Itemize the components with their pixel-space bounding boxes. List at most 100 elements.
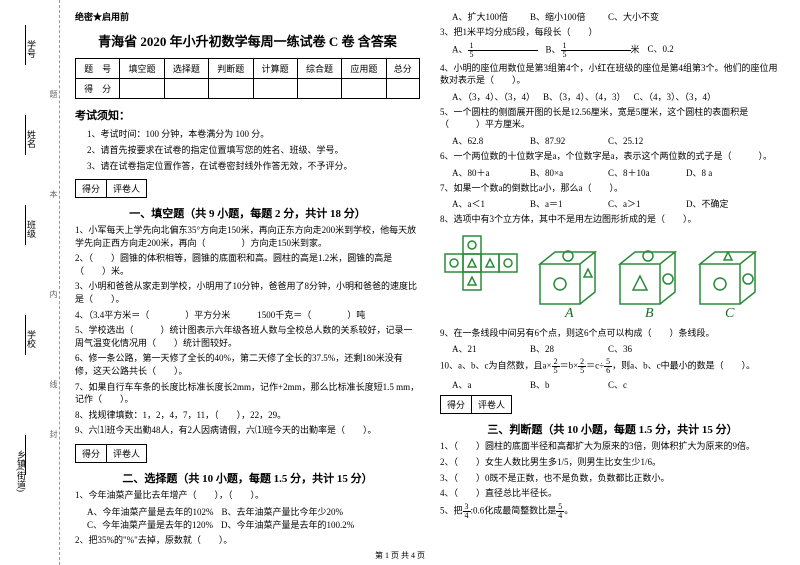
sb-a: 得分	[76, 180, 107, 197]
notice-title: 考试须知：	[75, 107, 420, 123]
sb-b: 评卷人	[472, 396, 511, 413]
opt: C、（4，3）、（3，4）	[634, 90, 717, 103]
th: 填空题	[120, 59, 164, 79]
cube-label-c: C	[725, 306, 735, 321]
sb-a: 得分	[76, 445, 107, 462]
td-empty	[164, 79, 208, 99]
opt: B、b	[530, 378, 600, 391]
opt: C、25.12	[608, 134, 678, 147]
question: 8、选项中有3个立方体，其中不是用左边图形折成的是（ ）。	[440, 213, 785, 226]
opt: D、今年油菜产量是去年的100.2%	[221, 518, 354, 531]
question: 4、（ ）直径总比半径长。	[440, 487, 785, 500]
notice-item: 1、考试时间：100 分钟，本卷满分为 100 分。	[75, 127, 420, 140]
opt: B、（3，4）、（4，3）	[543, 90, 626, 103]
frac-d: 4	[463, 512, 471, 520]
sb-b: 评卷人	[107, 180, 146, 197]
td: 得 分	[76, 79, 120, 99]
dash-label: 线	[48, 380, 59, 388]
frac-d: 5	[552, 367, 560, 375]
frac-d: 5	[468, 51, 538, 59]
fraction: 56	[604, 358, 612, 375]
right-column: A、扩大100倍 B、缩小100倍 C、大小不变 3、把1米平均分成5段，每段长…	[440, 10, 785, 555]
options: A、62.8 B、87.92 C、25.12	[452, 134, 785, 147]
opt: A、a	[452, 378, 522, 391]
dash-label: 本	[48, 190, 59, 198]
th: 应用题	[342, 59, 386, 79]
opt: A、（3，4）、（3，4）	[452, 90, 535, 103]
exam-page: 学号 姓名 班级 学校 乡镇(街道) 题 本 内 线 封 绝密★启用前 青海省 …	[0, 0, 800, 565]
underline	[25, 205, 35, 245]
section-title-2: 二、选择题（共 10 小题，每题 1.5 分，共计 15 分）	[75, 470, 420, 486]
qtext: 10、a、b、c为自然数，且a×	[440, 361, 552, 371]
qtext: ，则a、b、c中最小的数是（ ）。	[612, 361, 755, 371]
th: 题 号	[76, 59, 120, 79]
underline	[25, 315, 35, 355]
options: A、扩大100倍 B、缩小100倍 C、大小不变	[452, 10, 785, 23]
td-empty	[253, 79, 297, 99]
opt: A、21	[452, 342, 522, 355]
options: A、21 B、28 C、36	[452, 342, 785, 355]
unit: 米	[631, 44, 640, 54]
td-empty	[120, 79, 164, 99]
question: 5、学校选出（ ）统计图表示六年级各班人数与全校总人数的关系较好，记录一周气温变…	[75, 324, 420, 349]
cube-label-b: B	[645, 306, 654, 321]
qtext: 5、把	[440, 505, 463, 515]
opt: D、不确定	[686, 197, 756, 210]
table-header-row: 题 号 填空题 选择题 判断题 计算题 综合题 应用题 总分	[76, 59, 420, 79]
opt: C、36	[608, 342, 678, 355]
question: 4、（3.4平方米＝（ ）平方分米 1500千克＝（ ）吨	[75, 309, 420, 322]
fraction: 15	[561, 42, 631, 59]
td-empty	[297, 79, 341, 99]
opt: B、87.92	[530, 134, 600, 147]
exam-title: 青海省 2020 年小升初数学每周一练试卷 C 卷 含答案	[75, 31, 420, 50]
frac-d: 6	[604, 367, 612, 375]
content-area: 绝密★启用前 青海省 2020 年小升初数学每周一练试卷 C 卷 含答案 题 号…	[60, 0, 800, 565]
sb-b: 评卷人	[107, 445, 146, 462]
score-table: 题 号 填空题 选择题 判断题 计算题 综合题 应用题 总分 得 分	[75, 58, 420, 99]
underline	[25, 435, 35, 475]
fraction: 15	[468, 42, 538, 59]
opt: A、今年油菜产量是去年的102%	[87, 505, 214, 518]
question: 9、六⑴班今天出勤48人，有2人因病请假，六⑴班今天的出勤率是（ ）。	[75, 424, 420, 437]
question: 5、一个圆柱的侧面展开图的长是12.56厘米，宽是5厘米，这个圆柱的表面积是（ …	[440, 106, 785, 131]
opt: B、28	[530, 342, 600, 355]
opt: C、0.2	[648, 42, 718, 59]
secret-label: 绝密★启用前	[75, 10, 420, 23]
opt: B、80×a	[530, 166, 600, 179]
dash-label: 封	[48, 430, 59, 438]
options: A、a B、b C、c	[452, 378, 785, 391]
opt: A、80＋a	[452, 166, 522, 179]
opt: B、缩小100倍	[530, 10, 600, 23]
opt: A、62.8	[452, 134, 522, 147]
frac-n: 1	[468, 42, 538, 51]
qtext: ＝c÷	[586, 361, 604, 371]
fraction: 25	[552, 358, 560, 375]
score-box: 得分评卷人	[75, 179, 147, 198]
opt: C、今年油菜产量是去年的120%	[87, 518, 213, 531]
section-title-1: 一、填空题（共 9 小题，每题 2 分，共计 18 分）	[75, 205, 420, 221]
fraction: 25	[578, 358, 586, 375]
td-empty	[209, 79, 253, 99]
question: 10、a、b、c为自然数，且a×25＝b×25＝c÷56，则a、b、c中最小的数…	[440, 358, 785, 375]
question: 9、在一条线段中间另有6个点，则这6个点可以构成（ ）条线段。	[440, 327, 785, 340]
question: 2、（ ）圆锥的体积相等，圆锥的底面积和高。圆柱的高是1.2米，圆锥的高是（ ）…	[75, 252, 420, 277]
opt-label: B、	[546, 44, 561, 54]
opt: A、扩大100倍	[452, 10, 522, 23]
notice-item: 2、请首先按要求在试卷的指定位置填写您的姓名、班级、学号。	[75, 143, 420, 156]
opt: D、8 a	[686, 166, 756, 179]
opt: B、去年油菜产量比今年少20%	[222, 505, 344, 518]
section-title-3: 三、判断题（共 10 小题，每题 1.5 分，共计 15 分）	[440, 421, 785, 437]
underline	[25, 115, 35, 155]
question: 3、把1米平均分成5段，每段长（ ）	[440, 26, 785, 39]
th: 总分	[386, 59, 419, 79]
sb-a: 得分	[441, 396, 472, 413]
opt: B、a＝1	[530, 197, 600, 210]
question: 6、一个两位数的十位数字是a，个位数字是a，表示这个两位数的式子是（ ）。	[440, 150, 785, 163]
opt: C、a＞1	[608, 197, 678, 210]
td-empty	[342, 79, 386, 99]
dash-label: 内	[48, 290, 59, 298]
question: 6、修一条公路，第一天修了全长的40%，第二天修了全长的37.5%，还剩180米…	[75, 352, 420, 377]
notice-item: 3、请在试卷指定位置作答，在试卷密封线外作答无效，不予评分。	[75, 159, 420, 172]
score-box: 得分评卷人	[440, 395, 512, 414]
question: 3、（ ）0既不是正数，也不是负数，负数都比正数小。	[440, 472, 785, 485]
